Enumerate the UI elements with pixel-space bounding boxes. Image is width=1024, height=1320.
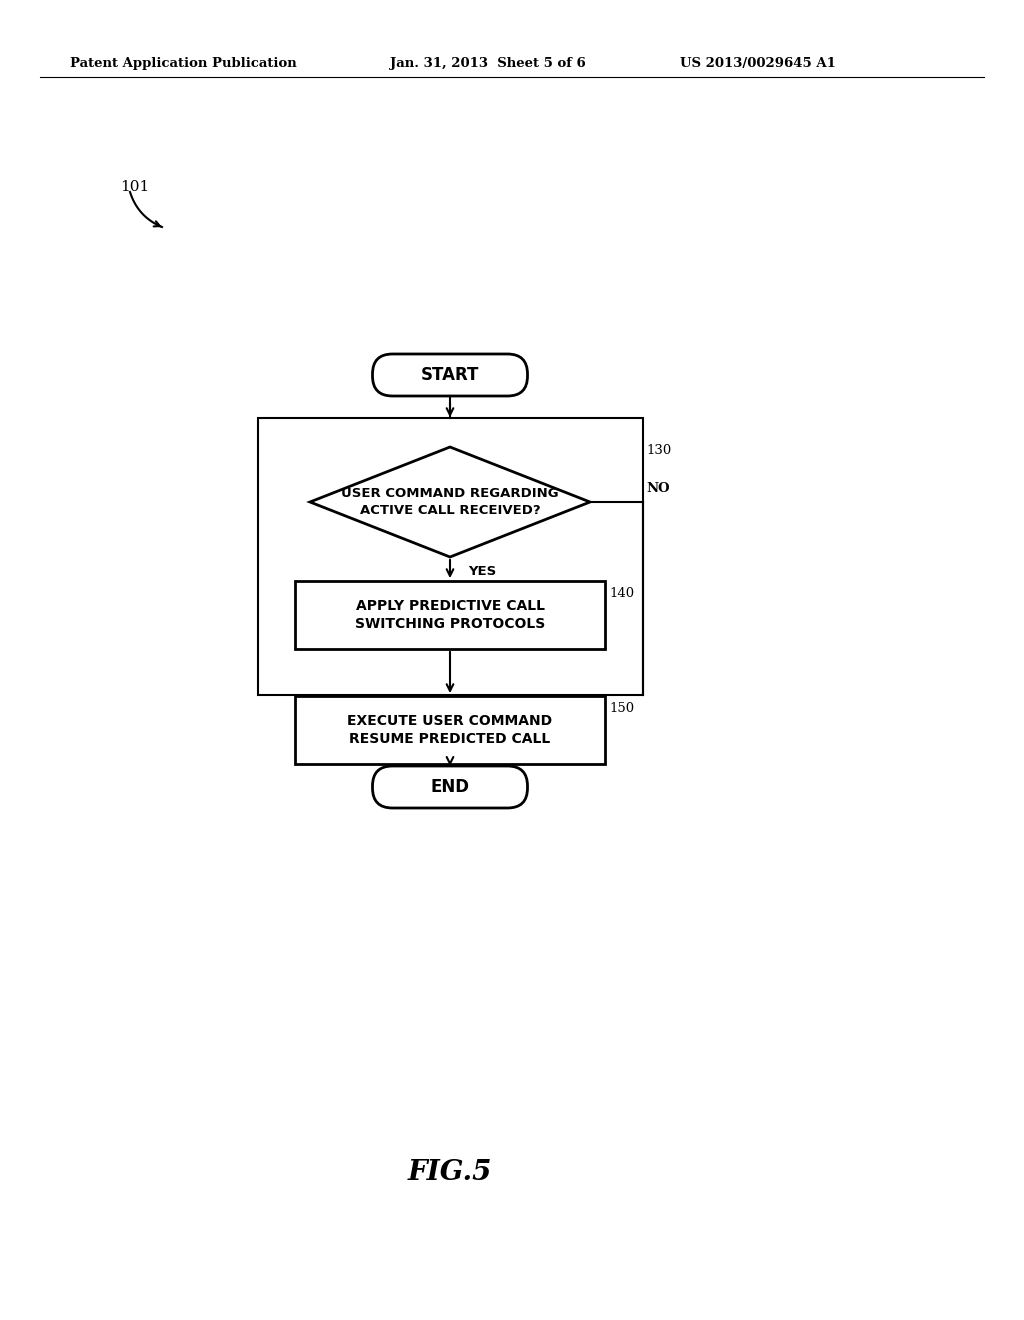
Polygon shape	[310, 447, 590, 557]
Text: Patent Application Publication: Patent Application Publication	[70, 57, 297, 70]
Text: Jan. 31, 2013  Sheet 5 of 6: Jan. 31, 2013 Sheet 5 of 6	[390, 57, 586, 70]
Bar	[295, 696, 605, 764]
FancyBboxPatch shape	[373, 354, 527, 396]
Text: YES: YES	[468, 565, 497, 578]
Text: 101: 101	[120, 180, 150, 194]
Text: APPLY PREDICTIVE CALL
SWITCHING PROTOCOLS: APPLY PREDICTIVE CALL SWITCHING PROTOCOL…	[355, 599, 545, 631]
Text: START: START	[421, 366, 479, 384]
Text: 150: 150	[609, 702, 634, 715]
Bar	[295, 581, 605, 649]
Text: US 2013/0029645 A1: US 2013/0029645 A1	[680, 57, 836, 70]
Text: 130: 130	[646, 444, 672, 457]
FancyBboxPatch shape	[373, 766, 527, 808]
Text: USER COMMAND REGARDING
ACTIVE CALL RECEIVED?: USER COMMAND REGARDING ACTIVE CALL RECEI…	[341, 487, 559, 517]
Text: 140: 140	[609, 587, 634, 601]
Text: NO: NO	[646, 482, 670, 495]
Text: EXECUTE USER COMMAND
RESUME PREDICTED CALL: EXECUTE USER COMMAND RESUME PREDICTED CA…	[347, 714, 553, 746]
Bar	[258, 418, 643, 696]
Text: FIG.5: FIG.5	[408, 1159, 493, 1185]
Text: END: END	[430, 777, 469, 796]
